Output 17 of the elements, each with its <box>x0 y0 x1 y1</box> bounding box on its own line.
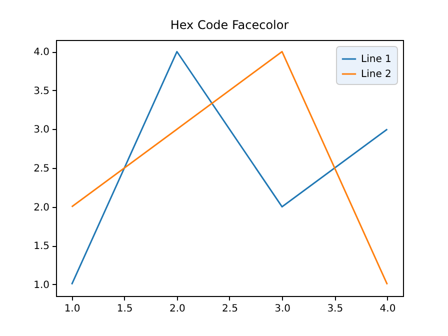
x-tick-label: 1.5 <box>116 304 133 314</box>
legend-label: Line 1 <box>361 54 392 65</box>
x-tick-label: 3.5 <box>327 304 344 314</box>
x-tick-label: 4.0 <box>380 304 396 314</box>
x-tick-label: 1.0 <box>64 304 80 314</box>
x-tick-label: 2.5 <box>222 304 238 314</box>
y-tick-label: 1.5 <box>34 241 50 252</box>
y-tick-label: 3.5 <box>34 86 50 97</box>
y-tick-label: 3.0 <box>34 124 50 136</box>
y-tick-label: 2.0 <box>34 202 50 214</box>
y-tick-label: 2.5 <box>34 164 50 174</box>
x-tick-label: 3.0 <box>274 304 291 314</box>
y-tick-label: 4.0 <box>34 47 50 58</box>
legend-label: Line 2 <box>361 69 392 80</box>
chart-title: Hex Code Facecolor <box>170 18 289 32</box>
y-tick-label: 1.0 <box>34 280 50 291</box>
x-tick-label: 2.0 <box>169 304 186 314</box>
